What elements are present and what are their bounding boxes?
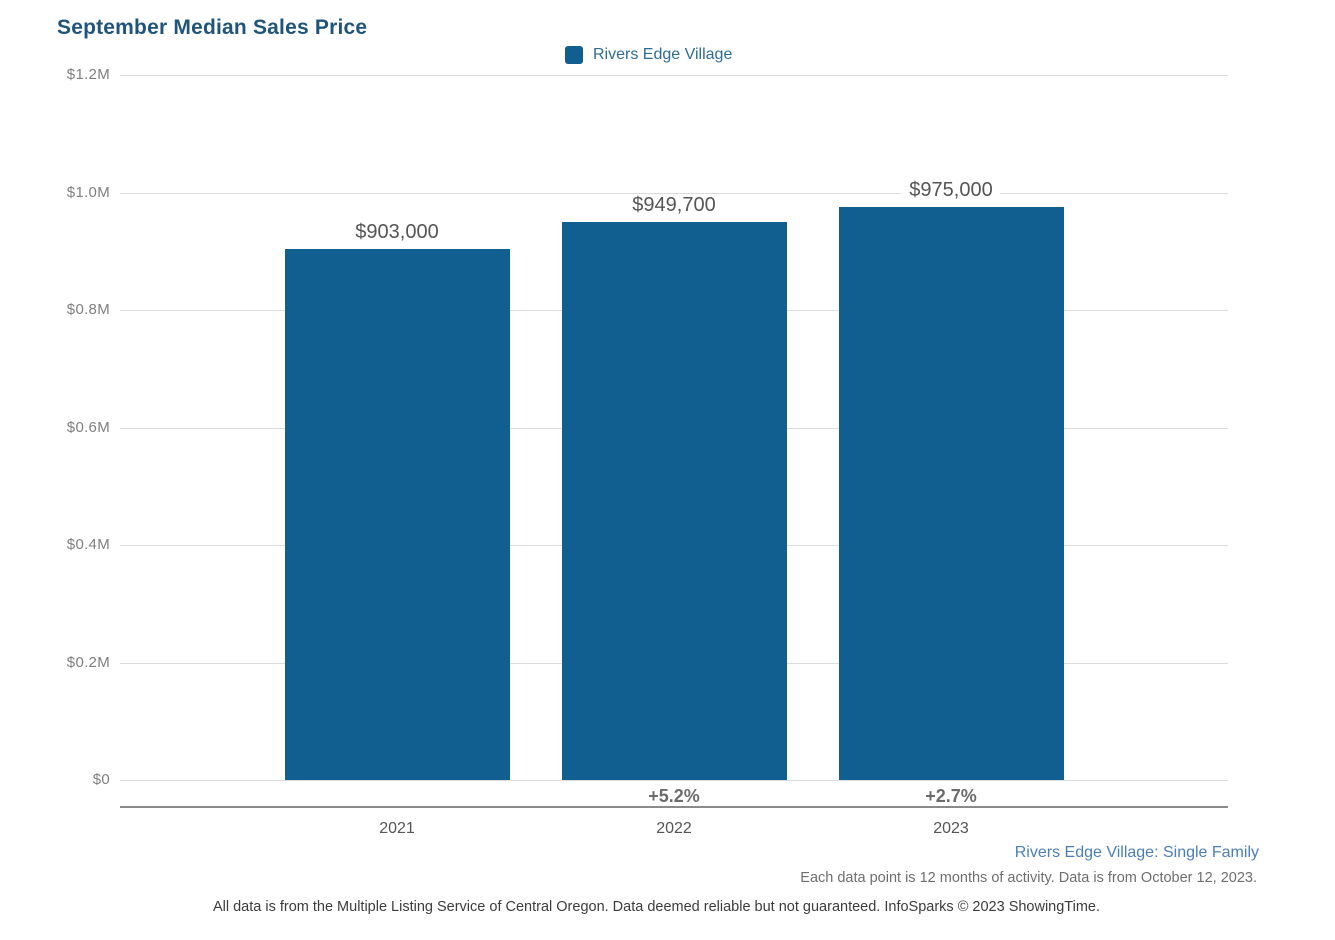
gridline (120, 780, 1228, 781)
bar-value-label: $949,700 (624, 194, 724, 218)
pct-change-label: +5.2% (648, 786, 700, 806)
y-axis-tick-label: $0 (92, 771, 110, 788)
footer-series-note: Rivers Edge Village: Single Family (1014, 844, 1259, 861)
x-axis-tick-label: 2023 (933, 820, 969, 837)
bar-2022[interactable] (561, 222, 787, 780)
x-axis-line (120, 806, 1228, 808)
legend-swatch-icon (565, 46, 583, 64)
footer-disclaimer: All data is from the Multiple Listing Se… (212, 899, 1101, 915)
y-axis-tick-label: $1.2M (66, 66, 110, 83)
y-axis-tick-label: $0.2M (66, 653, 110, 671)
footer-data-note: Each data point is 12 months of activity… (800, 870, 1257, 886)
y-axis-tick-label: $0.8M (66, 301, 110, 318)
y-axis-tick-label: $0.6M (66, 418, 110, 436)
gridline (120, 75, 1228, 76)
chart-title: September Median Sales Price (57, 16, 368, 39)
legend-label: Rivers Edge Village (593, 46, 733, 63)
bar-value-label: $975,000 (901, 179, 1001, 203)
gridline (120, 192, 1228, 194)
y-axis-tick-label: $0.4M (66, 536, 110, 553)
bar-value-label: $903,000 (347, 221, 447, 245)
pct-change-label: +2.7% (925, 786, 977, 806)
x-axis-tick-label: 2021 (379, 820, 415, 837)
bar-2021[interactable] (284, 249, 510, 780)
legend-item[interactable]: Rivers Edge Village (565, 46, 732, 64)
x-axis-tick-label: 2022 (656, 820, 692, 837)
bar-2023[interactable] (838, 207, 1064, 780)
y-axis-tick-label: $1.0M (66, 183, 110, 201)
